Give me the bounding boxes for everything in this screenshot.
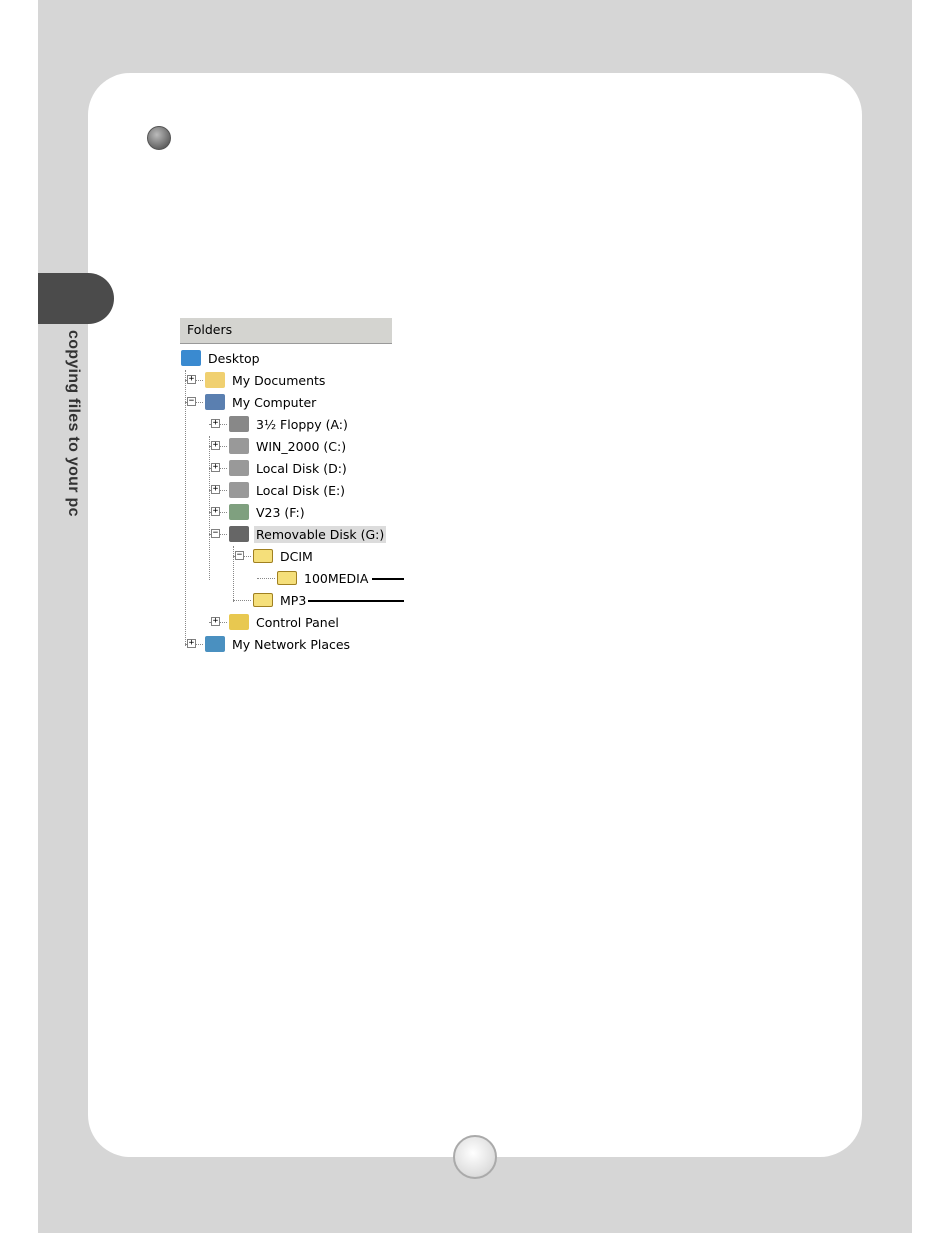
expand-icon[interactable]: +	[211, 484, 220, 494]
tree-item[interactable]: 3½ Floppy (A:)	[229, 414, 350, 434]
network-places-icon	[205, 636, 225, 652]
tree-connector	[257, 578, 275, 579]
expand-icon[interactable]: +	[211, 440, 220, 450]
hard-disk-icon	[229, 482, 249, 498]
tree-connector	[185, 370, 186, 646]
expand-icon[interactable]: +	[211, 418, 220, 428]
tree-item[interactable]: Local Disk (D:)	[229, 458, 349, 478]
tree-item[interactable]: My Computer	[205, 392, 318, 412]
tree-item[interactable]: My Documents	[205, 370, 327, 390]
collapse-icon[interactable]: −	[211, 528, 220, 538]
folder-icon	[277, 571, 297, 585]
tree-item-label: 100MEDIA	[304, 570, 369, 586]
folder-icon	[253, 593, 273, 607]
tree-item-label: Local Disk (E:)	[256, 482, 346, 498]
tree-item-label: Desktop	[208, 350, 260, 366]
side-label-text: copying files to your pc	[65, 330, 82, 517]
tree-item-label: Local Disk (D:)	[256, 460, 347, 476]
side-label: copying files to your pc	[58, 330, 82, 570]
hard-disk-icon	[229, 460, 249, 476]
callout-line	[372, 578, 404, 580]
control-panel-icon	[229, 614, 249, 630]
tree-item-label: My Documents	[232, 372, 326, 388]
expand-icon[interactable]: +	[187, 638, 196, 648]
my-documents-icon	[205, 372, 225, 388]
expand-icon[interactable]: +	[211, 462, 220, 472]
tree-item[interactable]: DCIM	[253, 546, 315, 566]
section-tab	[38, 273, 114, 324]
tree-item[interactable]: 100MEDIA	[277, 568, 370, 588]
tree-item-label: My Computer	[232, 394, 317, 410]
tree-item[interactable]: Control Panel	[229, 612, 341, 632]
computer-icon	[205, 394, 225, 410]
tree-item[interactable]: My Network Places	[205, 634, 352, 654]
tree-item-label: DCIM	[280, 548, 313, 564]
tree-item-label: Removable Disk (G:)	[254, 525, 387, 543]
tree-item[interactable]: MP3	[253, 590, 308, 610]
tree-item-label: My Network Places	[232, 636, 351, 652]
collapse-icon[interactable]: −	[187, 396, 196, 406]
folder-tree: Folders Desktop My Documents + My Computer −…	[180, 318, 410, 658]
removable-disk-icon	[229, 526, 249, 542]
desktop-icon	[181, 350, 201, 366]
tree-item[interactable]: V23 (F:)	[229, 502, 307, 522]
tree-item-label: WIN_2000 (C:)	[256, 438, 347, 454]
folders-header: Folders	[180, 318, 392, 344]
tree-connector	[209, 436, 210, 580]
tree-connector	[233, 546, 234, 602]
expand-icon[interactable]: +	[211, 506, 220, 516]
tree-connector	[233, 600, 251, 601]
tree-item[interactable]: Removable Disk (G:)	[229, 524, 387, 544]
folder-icon	[253, 549, 273, 563]
collapse-icon[interactable]: −	[235, 550, 244, 560]
floppy-drive-icon	[229, 416, 249, 432]
tree-item[interactable]: Local Disk (E:)	[229, 480, 347, 500]
cd-drive-icon	[229, 504, 249, 520]
expand-icon[interactable]: +	[211, 616, 220, 626]
hard-disk-icon	[229, 438, 249, 454]
tree-item[interactable]: WIN_2000 (C:)	[229, 436, 348, 456]
callout-line	[308, 600, 404, 602]
bullet-icon	[147, 126, 171, 150]
tree-item-label: MP3	[280, 592, 307, 608]
content-card	[88, 73, 862, 1157]
tree-item-label: 3½ Floppy (A:)	[256, 416, 348, 432]
tree-item-label: V23 (F:)	[256, 504, 305, 520]
expand-icon[interactable]: +	[187, 374, 196, 384]
tree-item-label: Control Panel	[256, 614, 339, 630]
tree-item[interactable]: Desktop	[181, 348, 262, 368]
page-number-circle	[453, 1135, 497, 1179]
